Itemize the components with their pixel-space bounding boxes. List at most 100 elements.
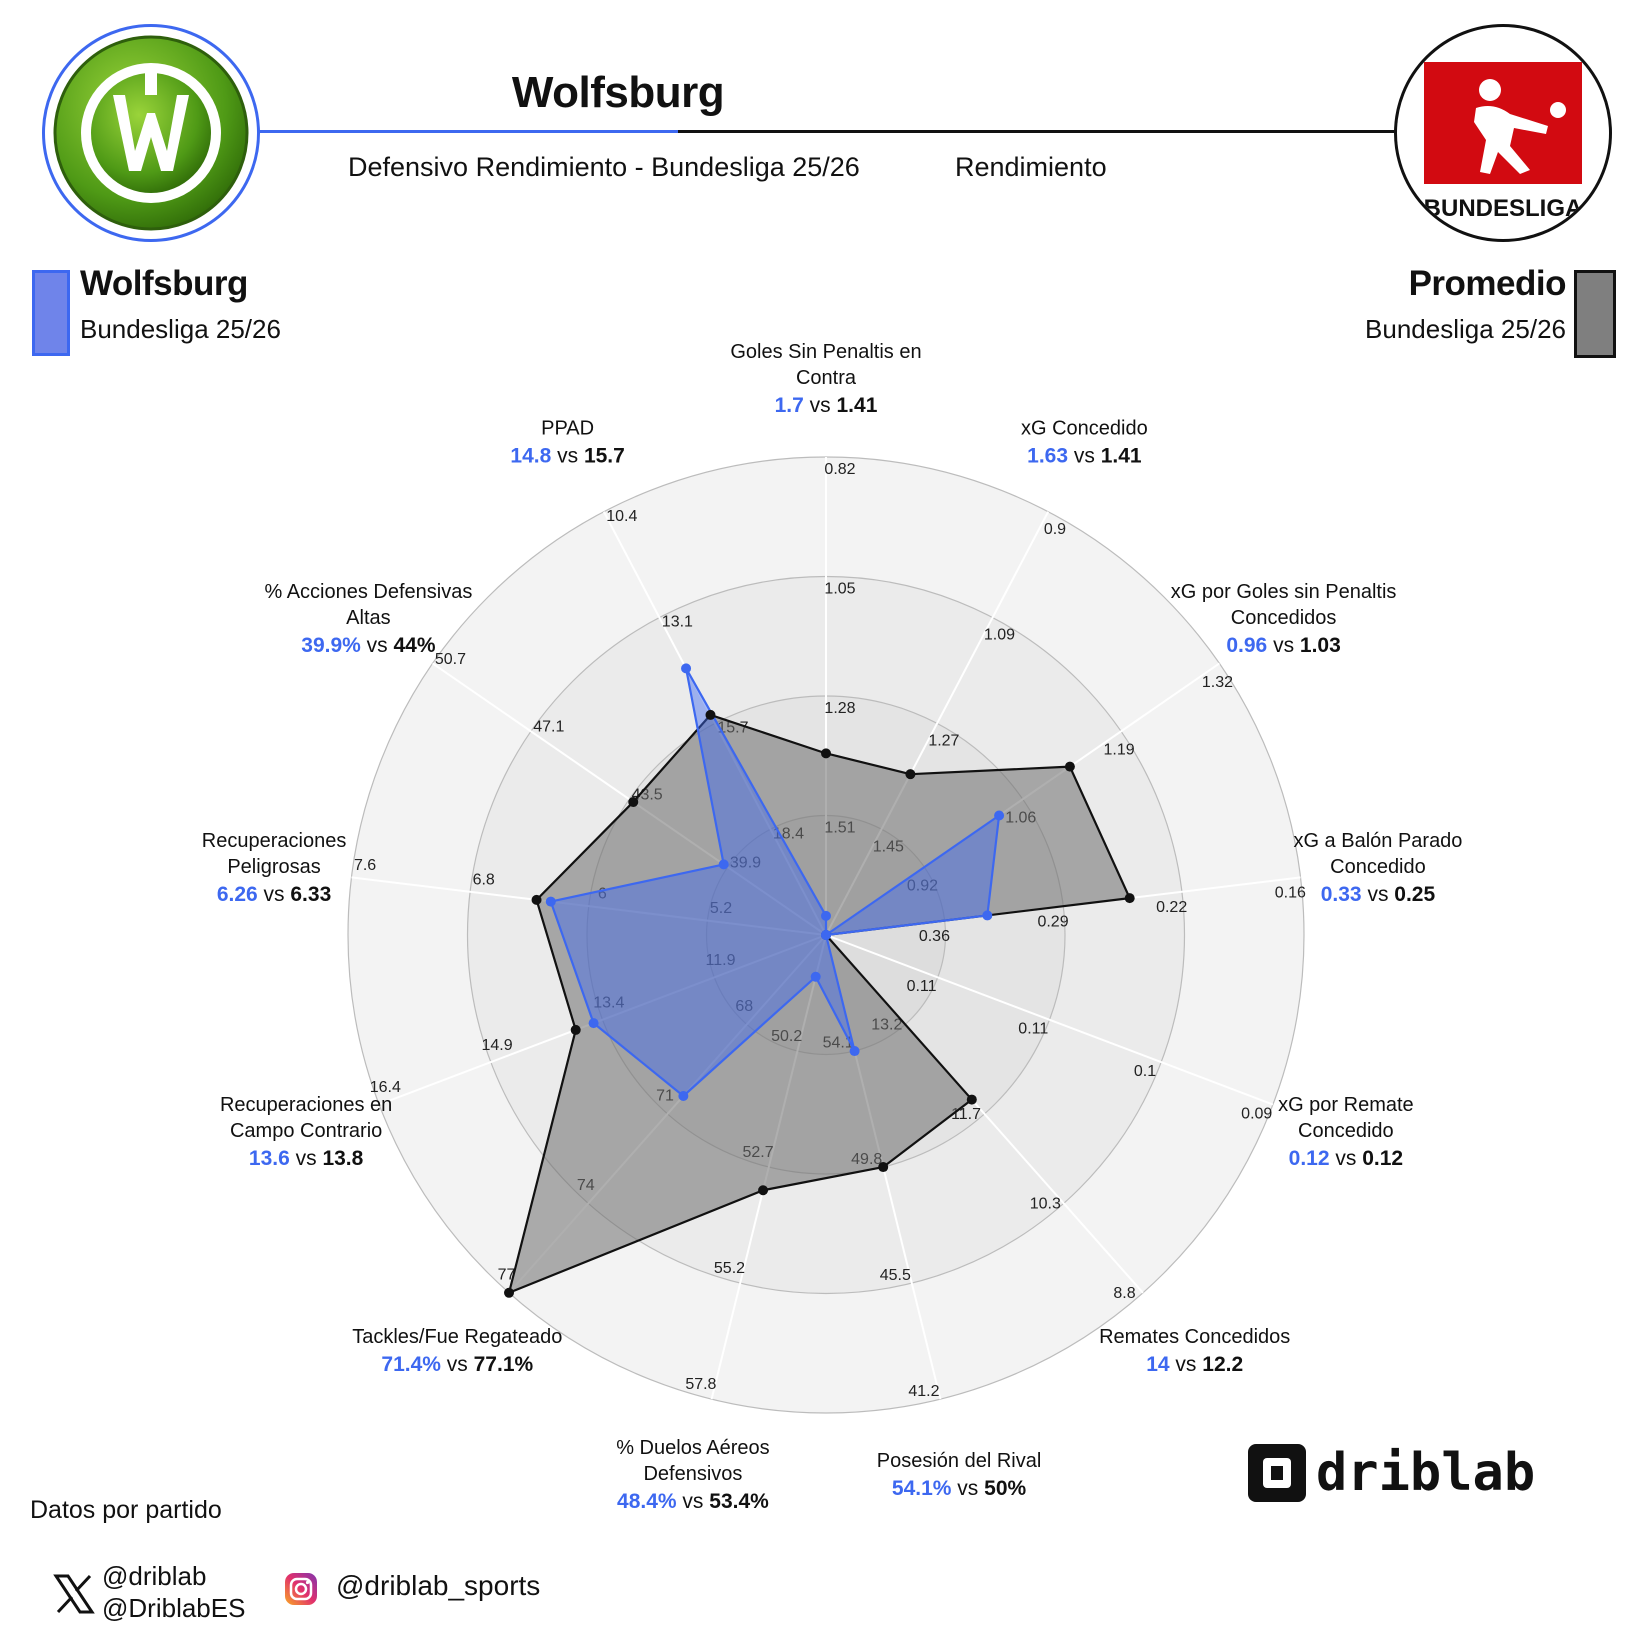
axis-label-7-line-1: Posesión del Rival (877, 1450, 1042, 1472)
axis-values-5: 0.12 vs 0.12 (1289, 1147, 1403, 1170)
average-point-4 (1124, 893, 1135, 904)
team-value-11: 6.26 (217, 883, 258, 906)
bundesliga-crest-icon: BUNDESLIGA (1424, 62, 1582, 222)
axis-values-2: 1.63 vs 1.41 (1027, 445, 1142, 468)
team-value-13: 14.8 (510, 445, 551, 468)
team-value-10: 13.6 (249, 1147, 290, 1170)
tick-label-axis-12-3: 47.1 (533, 719, 564, 736)
instagram-handle[interactable]: @driblab_sports (336, 1570, 541, 1601)
team-value-9: 71.4% (381, 1353, 441, 1376)
axis-label-group-11: Recuperaciones Peligrosas 6.26 vs 6.33 (202, 830, 347, 906)
axis-label-8-line-1: % Duelos Aéreos (616, 1437, 769, 1459)
axis-label-6-line-1: Remates Concedidos (1099, 1326, 1290, 1348)
x-twitter-icon (53, 1574, 95, 1614)
wolfsburg-crest-icon (53, 35, 249, 231)
axis-label-group-8: % Duelos Aéreos Defensivos 48.4% vs 53.4% (616, 1437, 769, 1513)
x-handle-secondary[interactable]: @DriblabES (102, 1593, 246, 1623)
team-point-8 (810, 971, 821, 982)
tick-label-axis-1-3: 1.05 (824, 581, 855, 598)
legend-swatch-team (32, 270, 70, 356)
vs-separator-7: vs (951, 1477, 984, 1500)
bundesliga-logo: BUNDESLIGA (1394, 24, 1612, 242)
axis-label-group-7: Posesión del Rival 54.1% vs 50% (877, 1450, 1042, 1500)
average-point-8 (758, 1185, 769, 1196)
axis-label-5-line-2: Concedido (1298, 1120, 1394, 1142)
vs-separator-4: vs (1362, 883, 1395, 906)
axis-label-group-10: Recuperaciones en Campo Contrario 13.6 vs … (220, 1094, 392, 1170)
axis-label-12-line-2: Altas (346, 607, 390, 629)
vs-separator-1: vs (804, 394, 837, 417)
chart-title: Wolfsburg (511, 68, 725, 117)
vs-separator-9: vs (441, 1353, 474, 1376)
tick-label-axis-8-4: 57.8 (685, 1376, 716, 1393)
axis-label-group-5: xG por Remate Concedido 0.12 vs 0.12 (1278, 1094, 1414, 1170)
team-point-11 (545, 896, 556, 907)
axis-label-8-line-2: Defensivos (643, 1463, 742, 1485)
average-value-1: 1.41 (837, 394, 878, 417)
axis-values-8: 48.4% vs 53.4% (617, 1490, 769, 1513)
tick-label-axis-5-1: 0.11 (907, 978, 937, 995)
tick-label-axis-9-4: 77 (498, 1267, 516, 1284)
header-divider-league (678, 130, 1396, 133)
tick-label-axis-1-2: 1.28 (824, 700, 855, 717)
average-value-10: 13.8 (322, 1147, 363, 1170)
axis-values-6: 14 vs 12.2 (1146, 1353, 1243, 1376)
legend-average-competition: Bundesliga 25/26 (1365, 314, 1566, 344)
tick-label-axis-2-2: 1.27 (928, 733, 959, 750)
axis-label-2-line-1: xG Concedido (1021, 418, 1148, 440)
average-point-6 (966, 1094, 977, 1105)
average-point-10 (570, 1024, 581, 1035)
axis-values-3: 0.96 vs 1.03 (1226, 634, 1340, 657)
axis-label-5-line-1: xG por Remate (1278, 1094, 1414, 1116)
tick-label-axis-1-4: 0.82 (824, 461, 855, 478)
tick-label-axis-7-4: 41.2 (908, 1383, 939, 1400)
team-value-4: 0.33 (1321, 883, 1362, 906)
average-value-9: 77.1% (474, 1353, 534, 1376)
average-value-6: 12.2 (1202, 1353, 1243, 1376)
driblab-wordmark: driblab (1316, 1443, 1535, 1503)
legend-average-name: Promedio (1408, 264, 1567, 303)
axis-label-group-13: PPAD 14.8 vs 15.7 (510, 418, 624, 468)
tick-label-axis-10-4: 16.4 (370, 1079, 401, 1096)
tick-label-axis-4-4: 0.16 (1275, 885, 1306, 902)
axis-label-4-line-1: xG a Balón Parado (1293, 830, 1462, 852)
tick-label-axis-13-3: 13.1 (662, 614, 693, 631)
tick-label-axis-11-4: 7.6 (354, 857, 376, 874)
axis-values-9: 71.4% vs 77.1% (381, 1353, 533, 1376)
vs-separator-13: vs (551, 445, 584, 468)
vs-separator-3: vs (1267, 634, 1300, 657)
tick-label-axis-6-4: 8.8 (1113, 1285, 1135, 1302)
team-point-9 (678, 1091, 689, 1102)
average-value-11: 6.33 (290, 883, 331, 906)
average-value-2: 1.41 (1101, 445, 1142, 468)
axis-values-13: 14.8 vs 15.7 (510, 445, 624, 468)
chart-subtitle-secondary: Rendimiento (955, 152, 1107, 182)
tick-label-axis-5-3: 0.1 (1134, 1063, 1156, 1080)
average-value-7: 50% (984, 1477, 1026, 1500)
legend-team-competition: Bundesliga 25/26 (80, 314, 281, 344)
team-value-1: 1.7 (775, 394, 804, 417)
team-value-2: 1.63 (1027, 445, 1068, 468)
tick-label-axis-6-3: 10.3 (1030, 1196, 1061, 1213)
vs-separator-5: vs (1330, 1147, 1363, 1170)
axis-label-group-6: Remates Concedidos 14 vs 12.2 (1099, 1326, 1290, 1376)
axis-label-3-line-2: Concedidos (1231, 607, 1337, 629)
vs-separator-12: vs (361, 634, 394, 657)
team-value-8: 48.4% (617, 1490, 677, 1513)
average-point-12 (628, 796, 639, 807)
average-point-2 (905, 769, 916, 780)
x-handles: @driblab @DriblabES (102, 1560, 245, 1624)
tick-label-axis-3-4: 1.32 (1202, 674, 1233, 691)
x-handle-primary[interactable]: @driblab (102, 1561, 207, 1591)
axis-label-group-1: Goles Sin Penaltis en Contra 1.7 vs 1.41 (730, 341, 921, 417)
axis-values-12: 39.9% vs 44% (301, 634, 436, 657)
average-value-8: 53.4% (709, 1490, 769, 1513)
average-point-7 (878, 1162, 889, 1173)
team-point-7 (849, 1046, 860, 1057)
team-point-4 (982, 910, 993, 921)
tick-label-axis-11-3: 6.8 (473, 871, 495, 888)
tick-label-axis-10-3: 14.9 (481, 1037, 512, 1054)
axis-values-7: 54.1% vs 50% (892, 1477, 1027, 1500)
average-value-12: 44% (394, 634, 436, 657)
axis-label-group-3: xG por Goles sin Penaltis Concedidos 0.96 … (1171, 581, 1397, 657)
